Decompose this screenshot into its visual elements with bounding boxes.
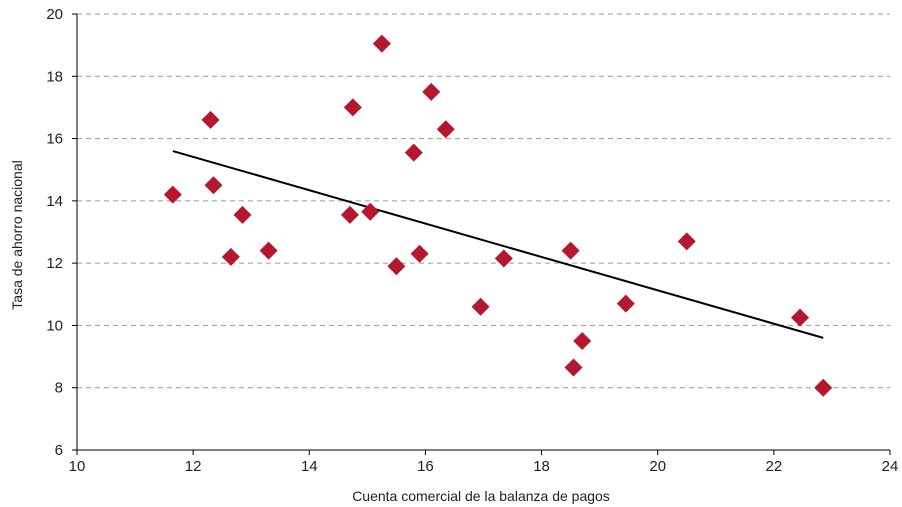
x-tick-label: 16 [417, 458, 434, 475]
y-tick-label: 14 [46, 193, 63, 210]
data-point-diamond [372, 34, 391, 53]
grid-lines [77, 13, 890, 389]
y-tick-label: 10 [46, 317, 63, 334]
data-point-diamond [814, 378, 833, 397]
data-point-diamond [561, 241, 580, 260]
x-axis-title: Cuenta comercial de la balanza de pagos [352, 488, 610, 504]
x-tick-label: 24 [882, 458, 899, 475]
data-point-diamond [564, 358, 583, 377]
data-point-diamond [436, 120, 455, 139]
x-tick-label: 20 [649, 458, 666, 475]
data-point-diamond [616, 294, 635, 313]
x-tick-label: 18 [533, 458, 550, 475]
x-tick-label: 10 [69, 458, 86, 475]
trendline [172, 150, 824, 339]
data-point-diamond [422, 82, 441, 101]
data-point-diamond [340, 205, 359, 224]
y-tick-label: 8 [55, 380, 63, 397]
data-points [163, 34, 833, 397]
data-point-diamond [471, 297, 490, 316]
x-tick-label: 14 [301, 458, 318, 475]
trendline-group [172, 150, 824, 339]
y-tick-label: 18 [46, 68, 63, 85]
data-point-diamond [163, 185, 182, 204]
data-point-diamond [361, 202, 380, 221]
data-point-diamond [494, 249, 513, 268]
x-tick-label: 12 [185, 458, 202, 475]
data-point-diamond [343, 98, 362, 117]
axes [72, 13, 891, 455]
y-tick-label: 16 [46, 131, 63, 148]
data-point-diamond [404, 143, 423, 162]
y-tick-label: 20 [46, 6, 63, 23]
data-point-diamond [233, 205, 252, 224]
data-point-diamond [677, 232, 696, 251]
data-point-diamond [204, 176, 223, 195]
y-axis-title: Tasa de ahorro nacional [9, 160, 25, 309]
tick-labels: 6 8 10 12 14 16 18 20 10 12 14 16 18 20 22 24 [46, 6, 898, 475]
data-point-diamond [221, 247, 240, 266]
x-tick-label: 22 [766, 458, 783, 475]
data-point-diamond [201, 110, 220, 129]
data-point-diamond [259, 241, 278, 260]
data-point-diamond [410, 244, 429, 263]
data-point-diamond [790, 308, 809, 327]
y-tick-label: 12 [46, 255, 63, 272]
data-point-diamond [387, 257, 406, 276]
y-tick-label: 6 [55, 442, 63, 459]
data-point-diamond [573, 332, 592, 350]
